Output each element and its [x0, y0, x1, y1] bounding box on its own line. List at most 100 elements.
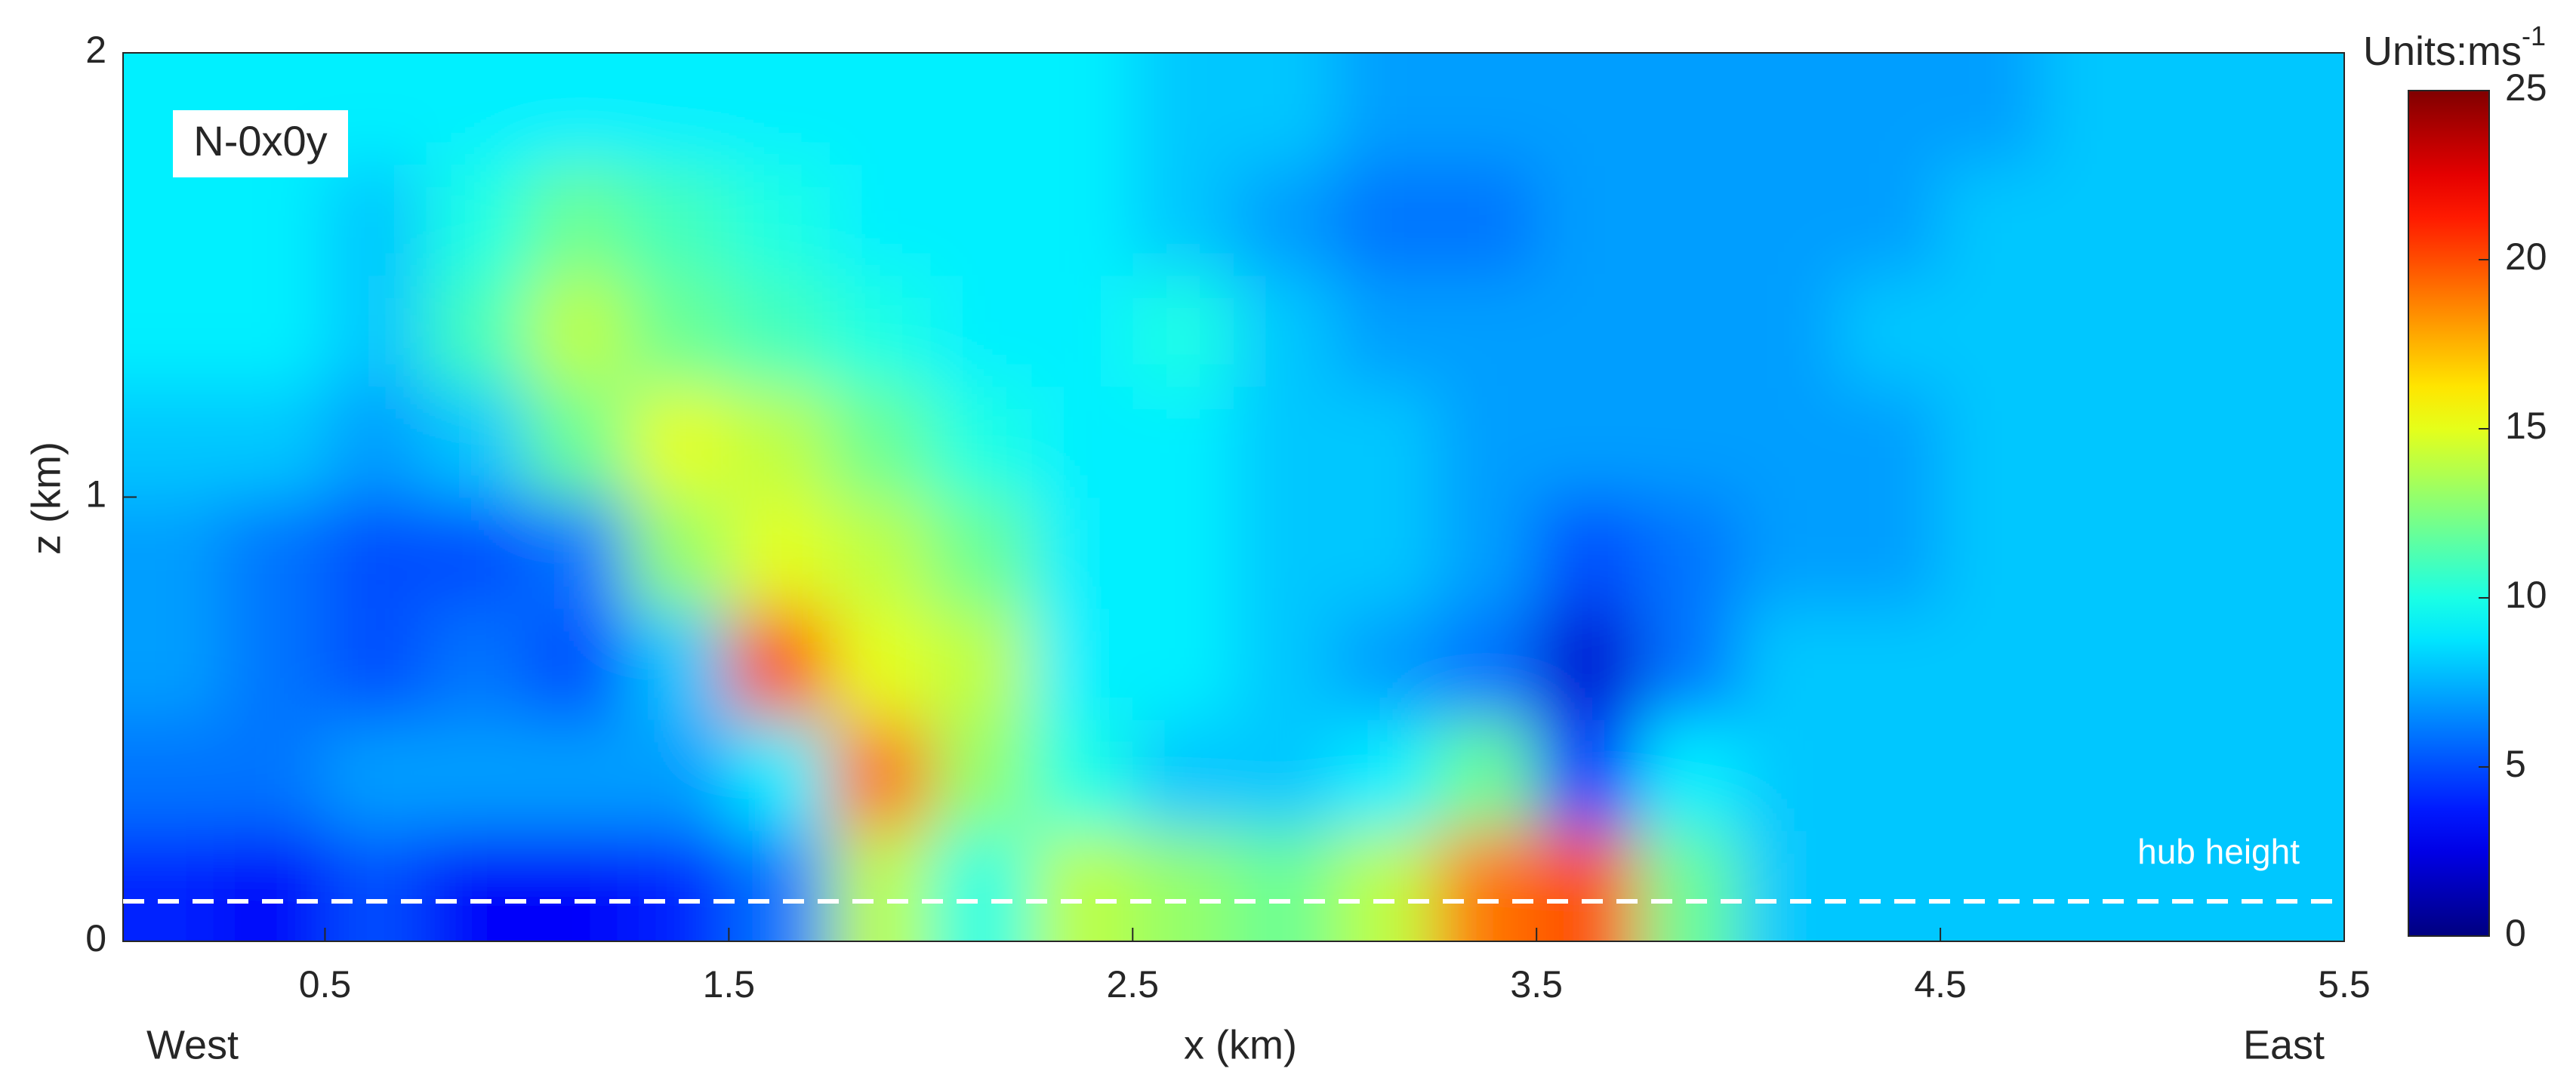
speed-cell	[1031, 275, 1134, 387]
speed-cell	[1435, 275, 1538, 387]
y-axis-title: z (km)	[23, 442, 69, 555]
speed-cell	[1637, 719, 1739, 831]
speed-cell	[223, 719, 326, 831]
speed-cell	[1940, 275, 2042, 387]
speed-cell	[1334, 719, 1437, 831]
speed-cell	[1031, 497, 1134, 609]
speed-cell	[729, 275, 831, 387]
speed-cell	[325, 164, 427, 276]
speed-cell	[526, 830, 629, 941]
speed-cell	[1435, 497, 1538, 609]
speed-cell	[1536, 497, 1638, 609]
speed-cell	[930, 608, 1033, 720]
speed-cell	[1839, 164, 1942, 276]
speed-cell	[627, 53, 730, 165]
speed-cell	[2243, 275, 2344, 387]
speed-cell	[426, 608, 528, 720]
speed-cell	[2243, 608, 2344, 720]
speed-cell	[1132, 386, 1234, 498]
speed-cell	[2243, 53, 2344, 165]
speed-cell	[1839, 719, 1942, 831]
speed-cell	[1334, 830, 1437, 941]
speed-cell	[830, 608, 932, 720]
speed-cell	[1839, 497, 1942, 609]
speed-cell	[223, 164, 326, 276]
speed-cell	[2142, 386, 2245, 498]
speed-cell	[526, 497, 629, 609]
speed-cell	[830, 386, 932, 498]
speed-cell	[2041, 275, 2143, 387]
colorbar-title-sup: -1	[2522, 20, 2546, 51]
speed-cell	[1132, 830, 1234, 941]
speed-cell	[1435, 53, 1538, 165]
speed-cell	[1334, 608, 1437, 720]
speed-cell	[627, 719, 730, 831]
speed-cell	[325, 275, 427, 387]
speed-cell	[1031, 608, 1134, 720]
speed-cell	[223, 497, 326, 609]
speed-cell	[526, 386, 629, 498]
speed-cell	[2041, 719, 2143, 831]
speed-cell	[1637, 830, 1739, 941]
speed-cell	[1536, 164, 1638, 276]
speed-cell	[1738, 497, 1841, 609]
speed-cell	[123, 386, 225, 498]
speed-cell	[1637, 608, 1739, 720]
speed-cell	[830, 830, 932, 941]
speed-cell	[627, 164, 730, 276]
speed-cell	[930, 275, 1033, 387]
x-tick-label: 3.5	[1510, 963, 1563, 1005]
speed-cell	[325, 386, 427, 498]
speed-cell	[1031, 719, 1134, 831]
speed-cell	[729, 164, 831, 276]
speed-cell	[123, 719, 225, 831]
speed-cell	[1132, 164, 1234, 276]
colorbar-tick-label: 15	[2505, 405, 2547, 447]
speed-cell	[426, 275, 528, 387]
speed-cell	[930, 53, 1033, 165]
colorbar-tick-label: 5	[2505, 743, 2526, 785]
x-tick-label: 2.5	[1107, 963, 1160, 1005]
speed-cell	[223, 608, 326, 720]
speed-cell	[1738, 164, 1841, 276]
x-tick-label: 4.5	[1914, 963, 1967, 1005]
speed-cell	[123, 608, 225, 720]
speed-cell	[1334, 275, 1437, 387]
speed-cell	[426, 164, 528, 276]
speed-cell	[526, 608, 629, 720]
speed-cell	[2142, 719, 2245, 831]
speed-cell	[1031, 830, 1134, 941]
speed-cell	[1637, 386, 1739, 498]
speed-cell	[627, 830, 730, 941]
speed-cell	[1132, 719, 1234, 831]
colorbar-tick-label: 0	[2505, 912, 2526, 954]
speed-cell	[1334, 53, 1437, 165]
speed-cell	[1637, 164, 1739, 276]
speed-cell	[526, 164, 629, 276]
speed-cell	[1132, 608, 1234, 720]
speed-cell	[729, 497, 831, 609]
speed-cell	[1940, 830, 2042, 941]
colorbar-tick-label: 10	[2505, 574, 2547, 616]
speed-cell	[1940, 53, 2042, 165]
speed-cell	[2041, 608, 2143, 720]
speed-cell	[830, 719, 932, 831]
speed-cell	[1132, 275, 1234, 387]
colorbar-tick-label: 20	[2505, 236, 2547, 278]
speed-cell	[325, 719, 427, 831]
speed-cell	[1839, 53, 1942, 165]
speed-cell	[1234, 164, 1336, 276]
speed-cell	[1435, 164, 1538, 276]
cells	[123, 53, 2344, 941]
speed-cell	[426, 497, 528, 609]
speed-cell	[830, 497, 932, 609]
speed-cell	[729, 608, 831, 720]
annotation-box	[173, 110, 348, 177]
speed-cell	[223, 830, 326, 941]
speed-cell	[830, 275, 932, 387]
speed-cell	[1738, 830, 1841, 941]
speed-cell	[1940, 608, 2042, 720]
speed-cell	[2243, 497, 2344, 609]
speed-cell	[2142, 164, 2245, 276]
